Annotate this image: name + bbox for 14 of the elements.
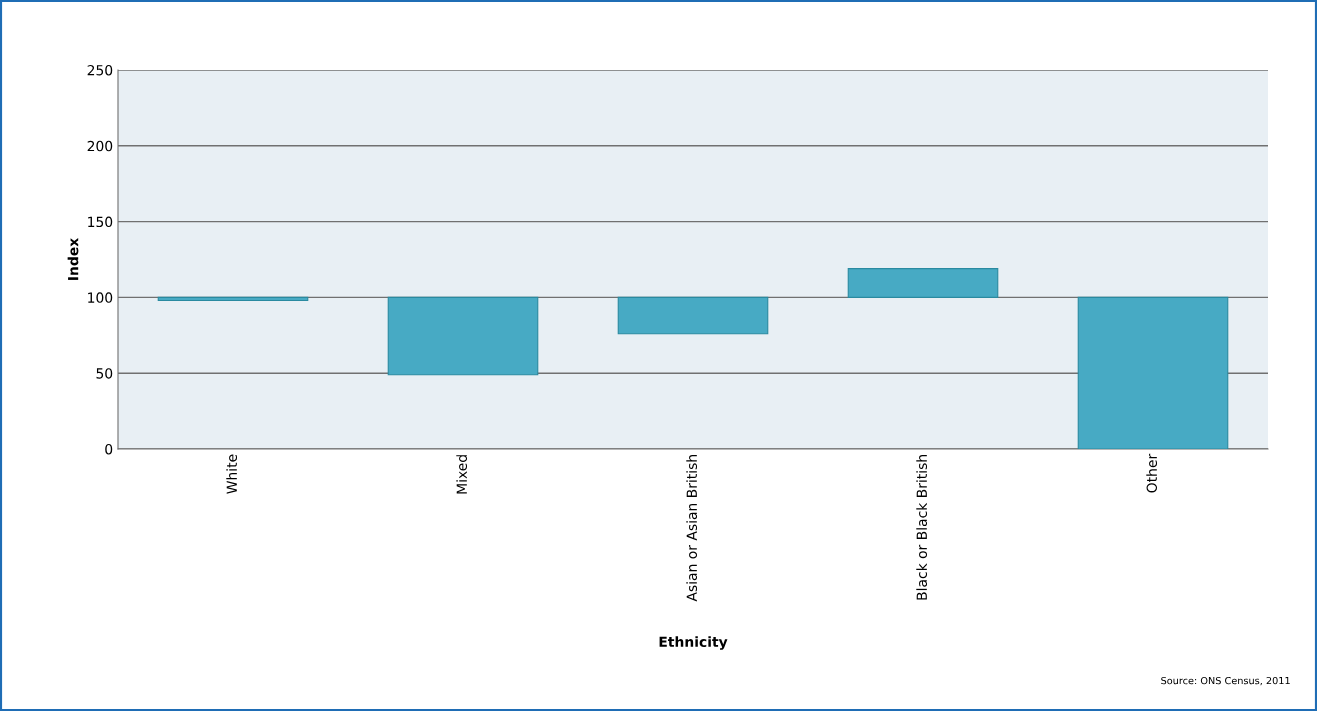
y-tick-label: 0 — [105, 443, 113, 455]
x-tick-label: White — [226, 454, 238, 494]
x-tick-label: Black or Black British — [916, 455, 928, 600]
x-tick-label: Other — [1146, 453, 1158, 493]
y-axis-title: Index — [67, 238, 79, 280]
y-tick-label: 150 — [88, 216, 113, 228]
x-tick-label: Mixed — [456, 455, 468, 494]
y-tick-label: 100 — [88, 292, 113, 303]
x-tick-label: Asian or Asian British — [686, 455, 698, 602]
y-tick-label: 200 — [87, 140, 113, 152]
x-axis-title: Ethnicity — [659, 636, 728, 650]
y-tick-label: 250 — [87, 64, 113, 76]
y-tick-label: 50 — [96, 368, 113, 379]
source-note: Source: ONS Census, 2011 — [1161, 676, 1290, 686]
